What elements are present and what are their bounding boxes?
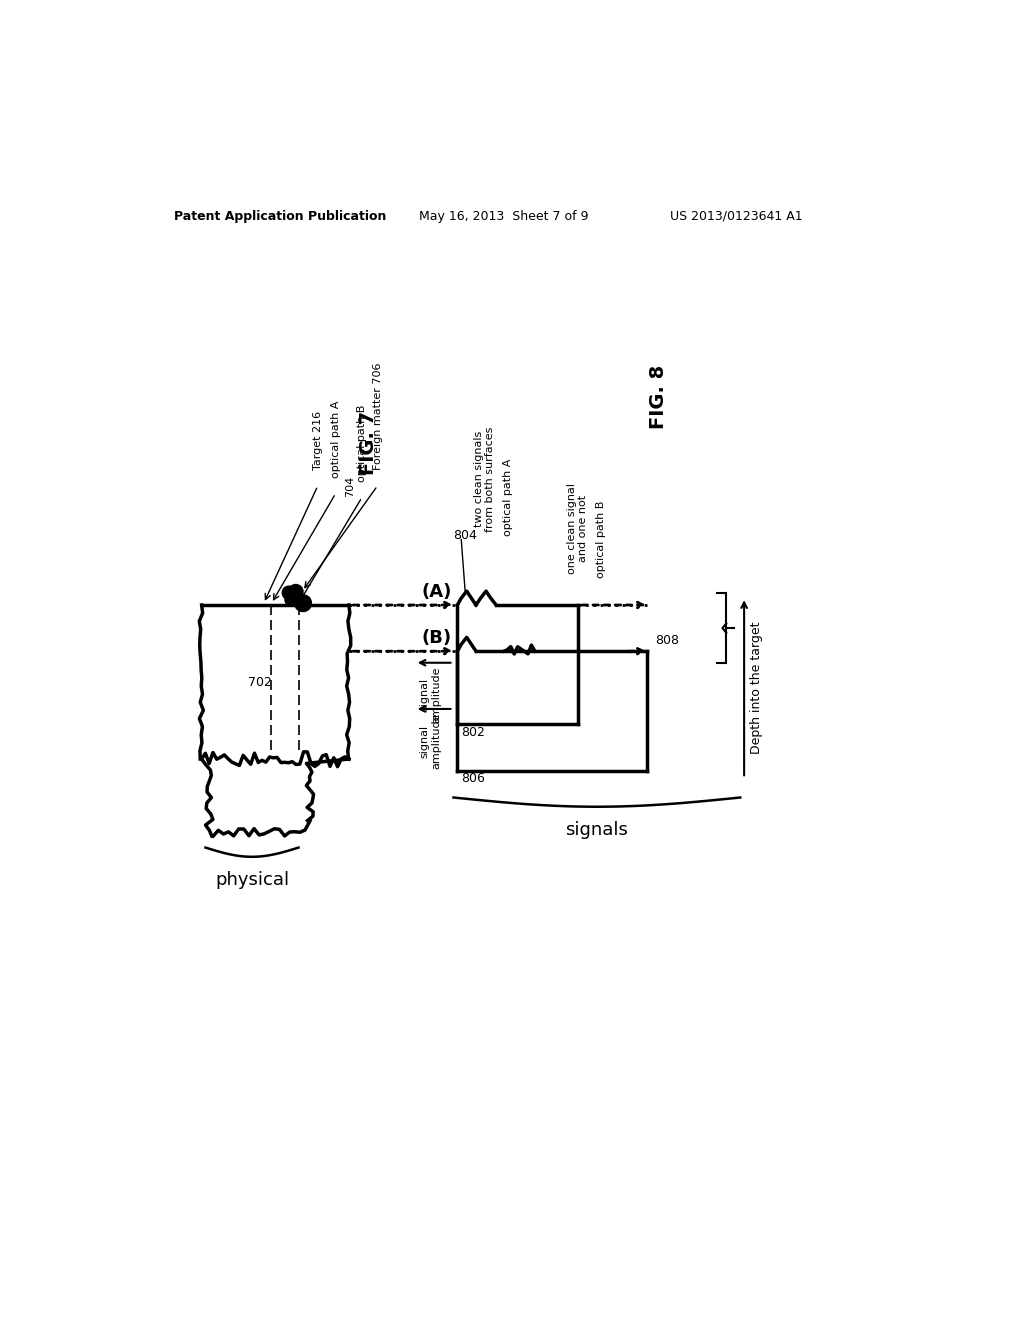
Text: optical path A: optical path A bbox=[503, 458, 513, 536]
Text: 804: 804 bbox=[454, 529, 477, 543]
Text: one clean signal
and one not: one clean signal and one not bbox=[566, 483, 589, 574]
Circle shape bbox=[285, 594, 296, 606]
Circle shape bbox=[290, 593, 304, 607]
Text: Depth into the target: Depth into the target bbox=[751, 622, 763, 754]
Circle shape bbox=[289, 585, 303, 599]
Text: FIG. 7: FIG. 7 bbox=[358, 412, 378, 475]
Text: (A): (A) bbox=[421, 583, 452, 601]
Text: signals: signals bbox=[565, 821, 629, 838]
Text: (B): (B) bbox=[422, 630, 452, 647]
Circle shape bbox=[296, 597, 305, 606]
Text: Target 216: Target 216 bbox=[313, 411, 323, 470]
Circle shape bbox=[293, 589, 302, 598]
Text: 808: 808 bbox=[655, 635, 679, 647]
Text: 704: 704 bbox=[345, 477, 354, 498]
Text: Foreign matter 706: Foreign matter 706 bbox=[373, 363, 383, 470]
Circle shape bbox=[301, 597, 310, 606]
Text: 806: 806 bbox=[461, 772, 485, 785]
Circle shape bbox=[295, 595, 311, 611]
Text: optical path B: optical path B bbox=[357, 404, 367, 482]
Text: 702: 702 bbox=[248, 676, 272, 689]
Circle shape bbox=[286, 594, 298, 606]
Text: 802: 802 bbox=[461, 726, 485, 739]
Text: signal
amplitude: signal amplitude bbox=[420, 713, 441, 770]
Text: May 16, 2013  Sheet 7 of 9: May 16, 2013 Sheet 7 of 9 bbox=[419, 210, 588, 223]
Text: optical path B: optical path B bbox=[596, 500, 606, 578]
Text: signal
amplitude: signal amplitude bbox=[420, 667, 441, 723]
Text: FIG. 8: FIG. 8 bbox=[649, 364, 669, 429]
Text: US 2013/0123641 A1: US 2013/0123641 A1 bbox=[671, 210, 803, 223]
Text: physical: physical bbox=[215, 871, 289, 888]
Circle shape bbox=[283, 586, 296, 599]
Text: optical path A: optical path A bbox=[331, 400, 341, 478]
Text: two clean signals
from both surfaces: two clean signals from both surfaces bbox=[474, 426, 496, 532]
Text: Patent Application Publication: Patent Application Publication bbox=[174, 210, 387, 223]
